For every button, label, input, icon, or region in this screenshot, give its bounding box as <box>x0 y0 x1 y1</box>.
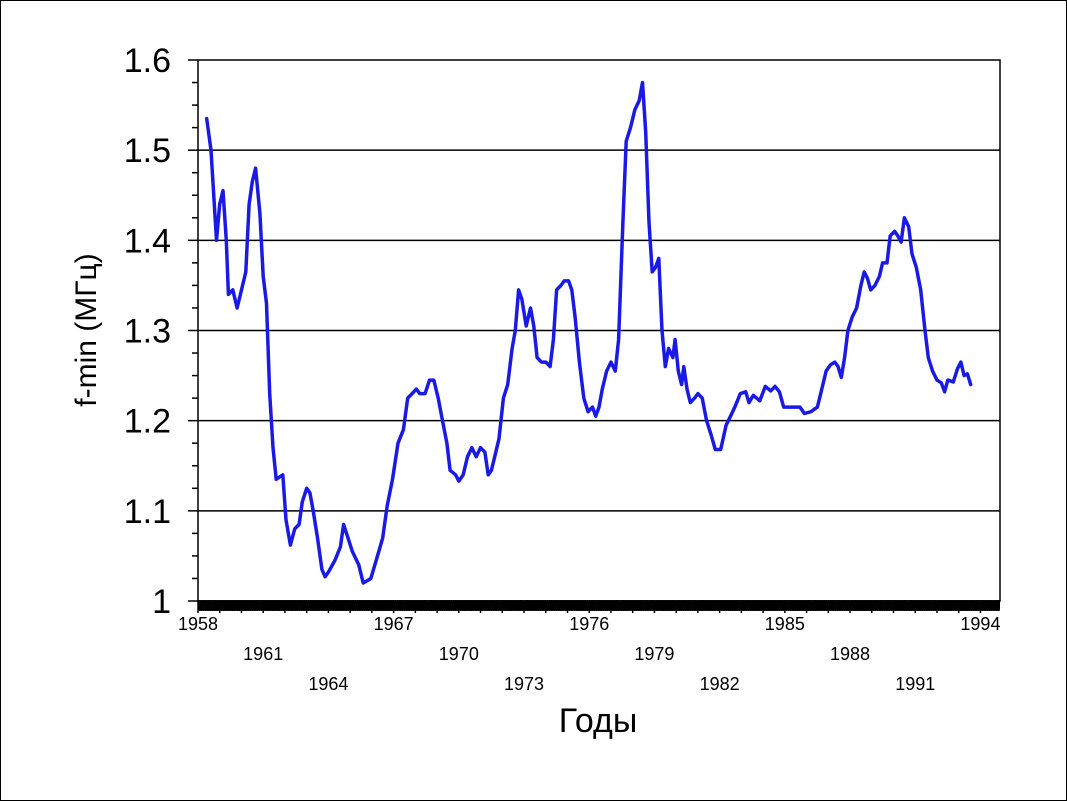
x-tick-labels: 1958 1961 1964 1967 1970 1973 1976 1979 1982 1985… <box>178 614 1000 694</box>
x-tick-label: 1967 <box>374 614 414 634</box>
x-tick-band <box>197 600 1000 613</box>
y-tick-label: 1.1 <box>124 493 171 531</box>
series-layer <box>204 80 973 585</box>
y-tick-label: 1 <box>152 583 171 621</box>
y-tick-labels: 1 1.1 1.2 1.3 1.4 1.5 1.6 <box>124 42 171 621</box>
x-axis-label: Годы <box>559 702 638 740</box>
gridlines <box>198 149 1000 512</box>
x-tick-label: 1976 <box>569 614 609 634</box>
y-tick-label: 1.2 <box>124 403 171 441</box>
x-tick-label: 1985 <box>765 614 805 634</box>
y-axis-label: f-min (МГц) <box>70 253 103 406</box>
x-tick-label: 1988 <box>830 644 870 664</box>
x-tick-label: 1961 <box>243 644 283 664</box>
x-tick-label: 1979 <box>634 644 674 664</box>
y-tick-label: 1.5 <box>124 132 171 170</box>
axis-ticks <box>188 59 1000 613</box>
x-tick-label: 1991 <box>895 674 935 694</box>
x-tick-label: 1994 <box>960 614 1000 634</box>
x-tick-label: 1970 <box>439 644 479 664</box>
series-line <box>204 80 973 585</box>
y-tick-label: 1.3 <box>124 313 171 351</box>
y-tick-label: 1.6 <box>124 42 171 80</box>
x-tick-label: 1973 <box>504 674 544 694</box>
x-tick-label: 1964 <box>308 674 348 694</box>
x-tick-label: 1982 <box>700 674 740 694</box>
y-tick-label: 1.4 <box>124 222 171 260</box>
x-tick-label: 1958 <box>178 614 218 634</box>
plot-area <box>197 59 1001 602</box>
